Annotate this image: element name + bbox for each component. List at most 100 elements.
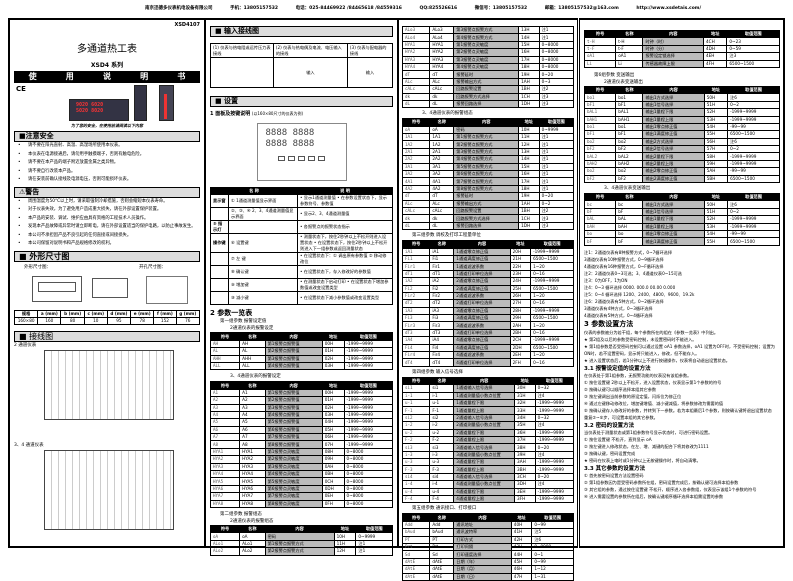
table-cell: HYA4 [401,62,431,72]
table-cell: 1通道满度修正值 [453,254,511,264]
lcd-value: 8888 [292,139,315,149]
table-cell: 07H [321,440,345,449]
param-table: 符号 名称 内容 地址 取值范围 t-H t-H 时钟（时） 4CH 0~23 t-F t-F 时钟（分… [583,29,780,68]
table-cell: 第5报警点灵敏度 [264,477,323,486]
table-cell: 51H [703,100,729,110]
list-item: 本公司保留对说明书和产品规格修改的权利。 [14,240,200,249]
table-cell: 注1 [538,33,575,42]
table-cell: 0~32 [534,384,575,393]
email: 邮箱：13805157532@163.com [544,6,619,11]
table-cell: 4A2 [429,184,455,194]
table-row: Fi4 Fi4 4通道满度修正值 2DH 6500~1500 [401,343,574,353]
table-cell: 第1报警点报警值 [264,388,323,398]
table-cell: PT [401,535,431,545]
param-table: 符号 名称 内容 地址 取值范围 Add Add 通讯地址 40H 0~99 bAud bAud 通讯波… [401,513,574,581]
rtd-diagram [210,57,274,88]
list-item: ① 按住设置键 2秒以上不松开，进入设置状态，仪表显示第1个参数的符号 [584,379,722,385]
list-item: 注3：0为OFF，1为ON [584,277,628,283]
table-cell: 注1 [538,133,575,142]
table-header-row: 符号 名称 内容 地址 取值范围 [401,118,575,127]
table-cell: ALo3 [429,25,455,35]
table-cell: 注6 [727,93,780,102]
table-cell: 32H [514,398,536,408]
table-cell: 54H [703,229,729,239]
table-cell: Fir3 [429,321,455,330]
table-row: A8 A8 第8报警点报警值 07H -1999~9999 [209,440,394,449]
table-cell: dk [401,92,431,101]
safety-list: 请不要在阳光直射、高温、高湿场所使用本仪表。本仪表在电源接通后，请勿用手触摸端子… [14,142,200,185]
table-cell: 1~31 [531,572,574,581]
list-item: ★ 密码在仪表上电时或1分钟以上无按键操作时，将自动清零。 [584,457,701,463]
table-cell: 3通道满度修正值 [453,314,511,323]
table-cell: 3通道量程上限 [453,465,516,474]
column-header: b (mm) [60,309,85,318]
table-cell: 160×80 [13,316,39,326]
table-row: i-4 i-4 4通道测量值小数点位置 3DH 注4 [401,480,575,489]
table-cell: 2BH [509,328,532,338]
table-cell: 78 [130,316,155,326]
list-item: 注5：0~4 循环选择 1200、2400、4800、9600、19.2k [584,291,695,297]
table-cell: bAL [615,215,644,224]
wiring-heading: ■ 接线图 [14,331,200,343]
s32-text: 当仪表处于测量状态或第1组参数符号显示状态时，可进行密码设置。 ① 按住设置键 不… [584,429,780,464]
table-cell: 4EH [702,52,728,61]
table-cell: -1999~9999 [727,215,780,224]
table-cell: 日期（年） [453,557,512,567]
table-cell: 55H [703,130,729,139]
table-cell: 2通道量程下限 [453,428,516,437]
table-cell: 3A1 [429,162,455,172]
table-cell: 6500~1500 [726,59,780,68]
table-cell: 15H [518,40,540,50]
table-row: A7 A7 第7报警点报警值 06H -1999~9999 [209,433,394,442]
table-cell: 29H [509,314,532,323]
table-cell: si3 [401,443,431,452]
table-cell: 注1 [538,184,575,194]
table-cell: 2FH [509,358,532,367]
manual-bar: 使用说明书 [14,71,200,83]
wechat: 微信号：13805157532 [474,6,528,11]
table-row: HYA3 HYA3 第3报警点灵敏度 17H 0~8000 [401,55,575,64]
table-row: cALc cALc 回路报警设置 1BH 注2 [401,206,575,216]
table-cell: 第6报警点报警值 [264,425,323,435]
table-cell: 第3报警点报警方式 [453,147,520,157]
table-cell: AL [239,347,266,356]
table-cell: 密码 [264,532,335,541]
table-cell: HYA2 [401,48,431,57]
table-cell: 52H [703,108,729,117]
table-cell: Add [429,520,455,530]
table-row: ALo3 ALo3 第3报警点报警方式 13H 注1 [401,25,575,35]
table-cell: A7 [239,433,266,442]
table-cell: 44H [510,550,533,559]
lcd-value: 6020 [91,102,104,108]
column-header: 名称 [615,85,644,95]
table-row: si2 si2 2通道输入信号选择 34H 0~32 [401,413,575,423]
table-cell: AH [209,339,241,349]
table-cell: dL [401,221,431,231]
table-cell: bAH [583,222,617,232]
table-cell: -1999~9999 [534,435,575,445]
table-cell: 显示窗 [210,194,229,209]
column-header: 取值范围 [727,193,780,202]
table-cell: ALc [401,77,431,87]
column-header: 地址 [510,513,533,522]
list-item: 当仪表处于测量状态或第1组参数符号显示状态时，可进行密码设置。 [584,429,713,435]
table-cell: 3DH [514,480,536,489]
table-cell: cALc [401,85,431,94]
table-cell: 0~2 [727,145,780,154]
table-cell: 0~8000 [538,55,575,64]
table-cell: AH [239,339,266,349]
website[interactable]: http://www.xsdetais.com/ [636,6,702,11]
table-cell: 报警延时 [453,192,520,201]
table-cell: A6 [239,425,266,435]
table-row: HYA8 HYA8 第8报警点灵敏度 0FH 0~8000 [209,499,394,509]
table-cell: 0~1 [531,550,574,559]
table-cell: 18H [518,184,540,194]
table-cell: dT3 [429,328,455,338]
table-cell: • 在设置状态下，存入修改好的参数值 [297,265,393,280]
table-row: dAtE dAtE 日期（月） 46H 1~12 [401,565,574,574]
table-cell: u-3 [401,458,431,467]
table-cell: 注4 [534,391,575,400]
wiring-diagram-4ch [44,450,174,531]
column-header: 地址 [321,332,345,341]
table-cell: Fi4 [429,343,455,353]
